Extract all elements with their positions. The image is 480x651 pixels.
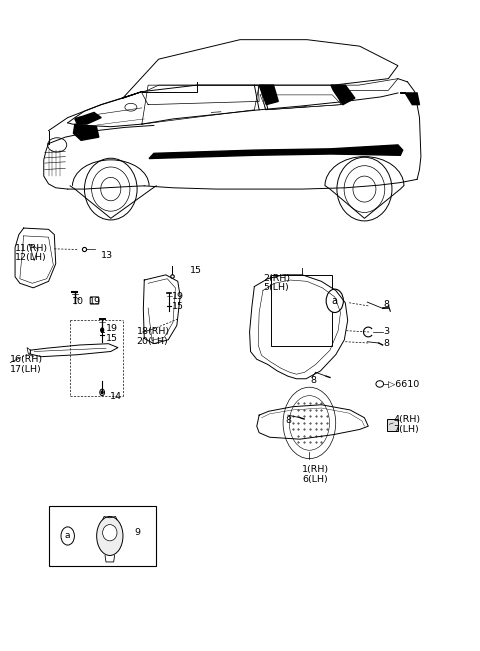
Polygon shape [400, 93, 420, 105]
Text: a: a [332, 296, 338, 306]
Text: 18(RH): 18(RH) [137, 327, 170, 337]
Text: 15: 15 [190, 266, 202, 275]
Circle shape [61, 527, 74, 545]
Text: 13: 13 [101, 251, 113, 260]
Polygon shape [331, 85, 355, 105]
Text: 8: 8 [286, 416, 291, 425]
Polygon shape [73, 124, 99, 141]
Text: 8: 8 [384, 339, 390, 348]
Text: 10: 10 [72, 297, 84, 306]
Text: ▷6610: ▷6610 [388, 380, 420, 389]
Text: 1(RH): 1(RH) [302, 465, 329, 474]
Text: 19: 19 [172, 292, 184, 301]
Bar [271, 275, 332, 346]
Text: 5(LH): 5(LH) [263, 283, 289, 292]
Text: 19: 19 [106, 324, 118, 333]
Bar [387, 419, 398, 431]
Circle shape [101, 328, 104, 332]
Text: 4(RH): 4(RH) [393, 415, 420, 424]
Text: a: a [65, 531, 71, 540]
Text: 12(LH): 12(LH) [15, 253, 47, 262]
Text: 17(LH): 17(LH) [10, 365, 42, 374]
Ellipse shape [125, 104, 137, 111]
Ellipse shape [103, 525, 117, 541]
Circle shape [326, 289, 343, 312]
Text: 7(LH): 7(LH) [393, 425, 419, 434]
Text: 20(LH): 20(LH) [137, 337, 168, 346]
Text: 11(RH): 11(RH) [15, 244, 48, 253]
Polygon shape [149, 145, 403, 159]
Text: 8: 8 [384, 300, 390, 309]
Circle shape [101, 391, 103, 394]
Text: 2(RH): 2(RH) [263, 273, 290, 283]
Text: 3: 3 [384, 327, 390, 336]
Text: 8: 8 [310, 376, 316, 385]
Polygon shape [75, 113, 101, 124]
Polygon shape [259, 85, 278, 105]
Bar [48, 506, 156, 566]
Text: 14: 14 [110, 393, 122, 402]
Text: 15: 15 [172, 301, 184, 311]
Text: 16(RH): 16(RH) [10, 355, 43, 364]
Text: 15: 15 [106, 334, 118, 343]
Text: 9: 9 [135, 527, 141, 536]
Text: 19: 19 [89, 297, 101, 306]
Text: 6(LH): 6(LH) [302, 475, 328, 484]
FancyBboxPatch shape [90, 297, 99, 304]
Ellipse shape [96, 516, 123, 555]
